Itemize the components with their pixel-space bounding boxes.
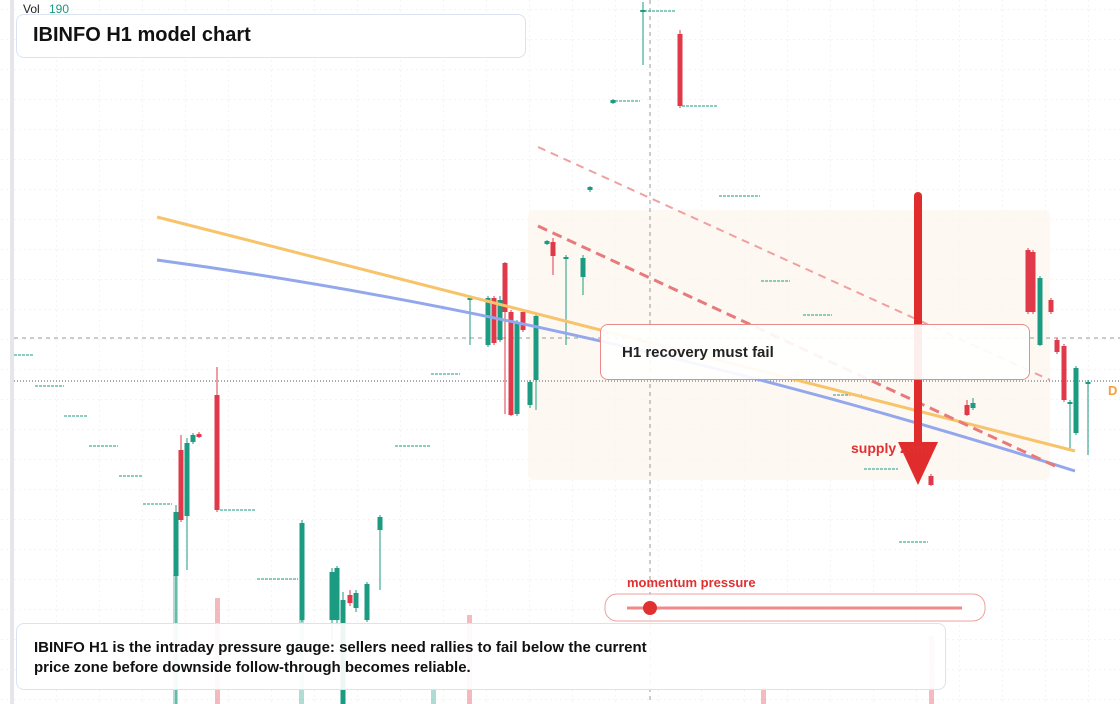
candle-body: [520, 312, 526, 330]
candle-body: [329, 572, 335, 620]
candle-body: [334, 568, 340, 620]
edge-label: D: [1108, 383, 1117, 398]
slider-label: momentum pressure: [627, 575, 756, 590]
candle-body: [491, 298, 497, 343]
candle-body: [508, 312, 514, 415]
candle-body: [928, 476, 934, 485]
slider-thumb[interactable]: [643, 601, 657, 615]
candle-body: [173, 512, 179, 576]
candle-body: [502, 263, 508, 312]
candle-body: [1085, 382, 1091, 384]
candle-body: [347, 595, 353, 603]
candle-body: [196, 434, 202, 437]
title: IBINFO H1 model chart: [33, 24, 251, 46]
candle-body: [1037, 278, 1043, 345]
candle-body: [1067, 402, 1073, 404]
candle-body: [677, 34, 683, 106]
candle-body: [1030, 252, 1036, 312]
candle-body: [1073, 368, 1079, 433]
candle-body: [640, 10, 646, 12]
candle-body: [1048, 300, 1054, 312]
candles: [173, 2, 1091, 704]
footer-line: price zone before downside follow-throug…: [34, 659, 471, 676]
candle-body: [353, 593, 359, 608]
vol-label: Vol: [23, 2, 40, 16]
footer-box: IBINFO H1 is the intraday pressure gauge…: [16, 623, 946, 690]
candle-body: [544, 241, 550, 244]
candle-body: [184, 443, 190, 516]
candle-body: [1061, 346, 1067, 400]
candle-body: [527, 382, 533, 405]
candle-body: [563, 257, 569, 259]
down-arrow-head: [898, 442, 938, 485]
candle-body: [364, 584, 370, 620]
zone-label: supply zone: [851, 440, 932, 456]
title-box: IBINFO H1 model chart: [16, 14, 526, 58]
candle-body: [377, 517, 383, 530]
candle-body: [550, 242, 556, 256]
callout-box: H1 recovery must fail: [600, 324, 1030, 380]
candle-body: [178, 450, 184, 520]
candle-body: [533, 316, 539, 380]
candle-body: [299, 523, 305, 620]
vol-value: 190: [49, 2, 69, 16]
candle-body: [610, 100, 616, 103]
candle-body: [214, 395, 220, 510]
candle-body: [970, 403, 976, 408]
candle-body: [1054, 340, 1060, 352]
candle-body: [587, 187, 593, 190]
candle-body: [485, 298, 491, 345]
candle-body: [580, 258, 586, 277]
candle-body: [1025, 250, 1031, 312]
callout: H1 recovery must fail: [622, 344, 774, 361]
footer-line: IBINFO H1 is the intraday pressure gauge…: [34, 639, 647, 656]
candle-body: [467, 298, 473, 300]
candle-body: [964, 405, 970, 415]
left-edge: [10, 0, 14, 704]
candle-body: [514, 322, 520, 414]
candle-body: [190, 435, 196, 442]
